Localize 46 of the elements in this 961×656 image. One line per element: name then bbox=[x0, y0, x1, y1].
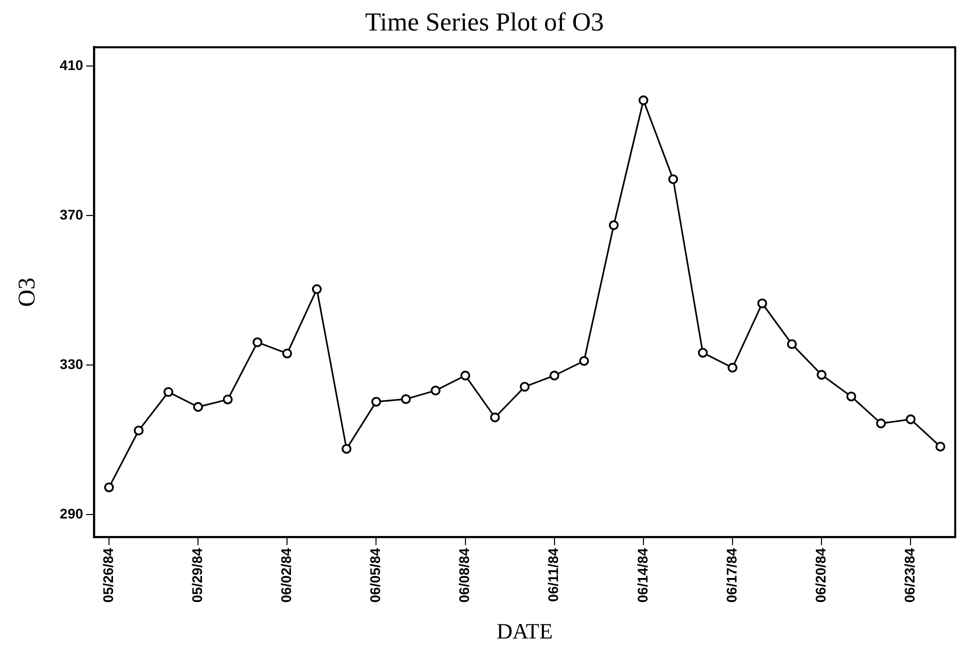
point bbox=[876, 418, 886, 428]
point bbox=[608, 220, 619, 230]
point bbox=[906, 414, 916, 424]
x-tick-label: 06/17/84 bbox=[723, 548, 740, 603]
point bbox=[935, 442, 946, 452]
point bbox=[371, 396, 382, 407]
point bbox=[579, 356, 589, 366]
point bbox=[728, 362, 738, 373]
point bbox=[638, 95, 648, 106]
x-axis-title: DATE bbox=[496, 618, 553, 644]
x-tick-label: 06/20/84 bbox=[812, 548, 828, 603]
point bbox=[787, 339, 797, 350]
x-tick-label: 06/05/84 bbox=[367, 548, 384, 603]
point bbox=[698, 348, 708, 358]
x-tick-label: 06/23/84 bbox=[902, 548, 918, 603]
x-tick-label: 06/11/84 bbox=[545, 548, 562, 602]
point bbox=[222, 394, 233, 404]
point bbox=[757, 298, 768, 308]
point bbox=[549, 370, 560, 380]
point bbox=[460, 370, 470, 380]
y-tick-label: 370 bbox=[60, 206, 84, 222]
y-tick-label: 330 bbox=[60, 356, 84, 372]
x-tick-label: 06/08/84 bbox=[456, 548, 472, 603]
point bbox=[134, 426, 144, 436]
chart-title: Time Series Plot of O3 bbox=[365, 7, 604, 36]
y-tick-label: 410 bbox=[60, 56, 84, 73]
x-tick-label: 06/02/84 bbox=[278, 548, 294, 603]
point bbox=[282, 348, 292, 358]
point bbox=[490, 412, 500, 422]
point bbox=[816, 370, 826, 380]
point bbox=[668, 174, 678, 184]
y-axis-title: O3 bbox=[14, 277, 41, 307]
x-tick-label: 06/14/84 bbox=[634, 548, 650, 603]
point bbox=[104, 482, 114, 492]
point bbox=[846, 392, 856, 402]
point bbox=[163, 387, 174, 397]
point bbox=[312, 284, 322, 294]
point bbox=[520, 382, 530, 392]
point bbox=[193, 402, 203, 412]
point bbox=[401, 394, 411, 404]
point bbox=[430, 386, 441, 396]
y-tick-label: 290 bbox=[60, 506, 84, 522]
x-tick-label: 05/26/84 bbox=[100, 548, 116, 603]
point bbox=[342, 444, 352, 454]
point bbox=[252, 337, 262, 348]
x-tick-label: 05/29/84 bbox=[188, 548, 205, 603]
